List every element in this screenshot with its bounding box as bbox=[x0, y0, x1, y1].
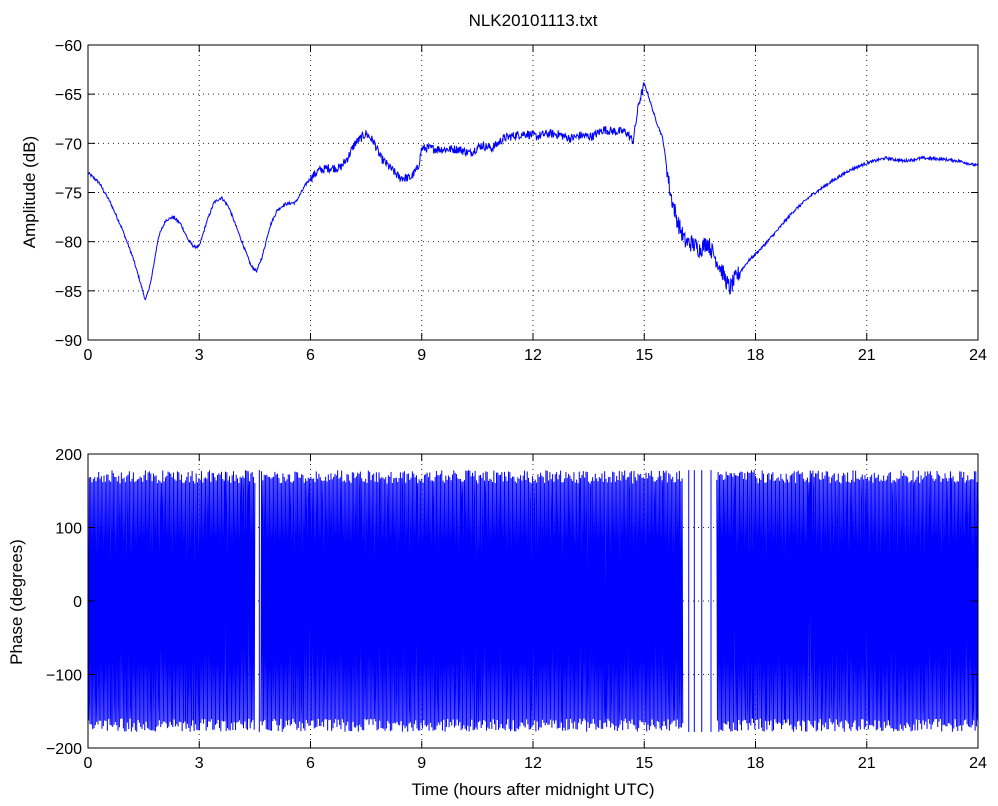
phase-ytick-label: −100 bbox=[46, 668, 82, 685]
amplitude-ytick-label: −70 bbox=[55, 136, 82, 153]
phase-xlabel: Time (hours after midnight UTC) bbox=[411, 780, 654, 799]
amplitude-ticks: 0 3 6 9 12 15 18 21 24 −90 −85 −80 −75 −70 −65 −60 bbox=[55, 38, 987, 364]
amplitude-panel: NLK20101113.txt 0 3 6 9 12 15 18 21 24 −90 −85 −80 −… bbox=[20, 11, 987, 364]
phase-xtick-label: 18 bbox=[747, 755, 765, 772]
amplitude-ytick-label: −60 bbox=[55, 38, 82, 55]
phase-xtick-label: 3 bbox=[195, 755, 204, 772]
amplitude-ytick-label: −90 bbox=[55, 333, 82, 350]
amplitude-ytick-label: −65 bbox=[55, 87, 82, 104]
phase-series-line bbox=[716, 470, 979, 732]
phase-ticks: 0 3 6 9 12 15 18 21 24 −200 −100 0 100 200 bbox=[46, 447, 987, 772]
phase-series-line bbox=[260, 470, 684, 732]
phase-xtick-label: 15 bbox=[635, 755, 653, 772]
amplitude-ytick-label: −75 bbox=[55, 186, 82, 203]
phase-panel: 0 3 6 9 12 15 18 21 24 −200 −100 0 100 200 Phase (deg… bbox=[7, 447, 987, 799]
amplitude-xtick-label: 9 bbox=[417, 347, 426, 364]
chart-title: NLK20101113.txt bbox=[469, 11, 598, 30]
amplitude-xtick-label: 15 bbox=[635, 347, 653, 364]
phase-xtick-label: 0 bbox=[84, 755, 93, 772]
amplitude-xtick-label: 18 bbox=[747, 347, 765, 364]
amplitude-grid bbox=[88, 45, 978, 340]
amplitude-series-line bbox=[87, 82, 979, 301]
phase-ytick-label: 100 bbox=[55, 521, 82, 538]
amplitude-ytick-label: −85 bbox=[55, 284, 82, 301]
amplitude-series-group bbox=[87, 82, 979, 301]
amplitude-xtick-label: 3 bbox=[195, 347, 204, 364]
phase-xtick-label: 12 bbox=[524, 755, 542, 772]
amplitude-xtick-label: 21 bbox=[858, 347, 876, 364]
phase-ylabel: Phase (degrees) bbox=[7, 539, 26, 665]
phase-xtick-label: 24 bbox=[969, 755, 987, 772]
amplitude-xtick-label: 0 bbox=[84, 347, 93, 364]
phase-xtick-label: 6 bbox=[306, 755, 315, 772]
phase-series-group bbox=[87, 470, 979, 732]
phase-series-line bbox=[87, 470, 256, 732]
amplitude-xtick-label: 12 bbox=[524, 347, 542, 364]
phase-ytick-label: 0 bbox=[73, 594, 82, 611]
phase-xtick-label: 21 bbox=[858, 755, 876, 772]
phase-ytick-label: −200 bbox=[46, 741, 82, 758]
phase-ytick-label: 200 bbox=[55, 447, 82, 464]
phase-xtick-label: 9 bbox=[417, 755, 426, 772]
amplitude-ylabel: Amplitude (dB) bbox=[20, 136, 39, 248]
amplitude-ytick-label: −80 bbox=[55, 235, 82, 252]
amplitude-xtick-label: 24 bbox=[969, 347, 987, 364]
amplitude-xtick-label: 6 bbox=[306, 347, 315, 364]
